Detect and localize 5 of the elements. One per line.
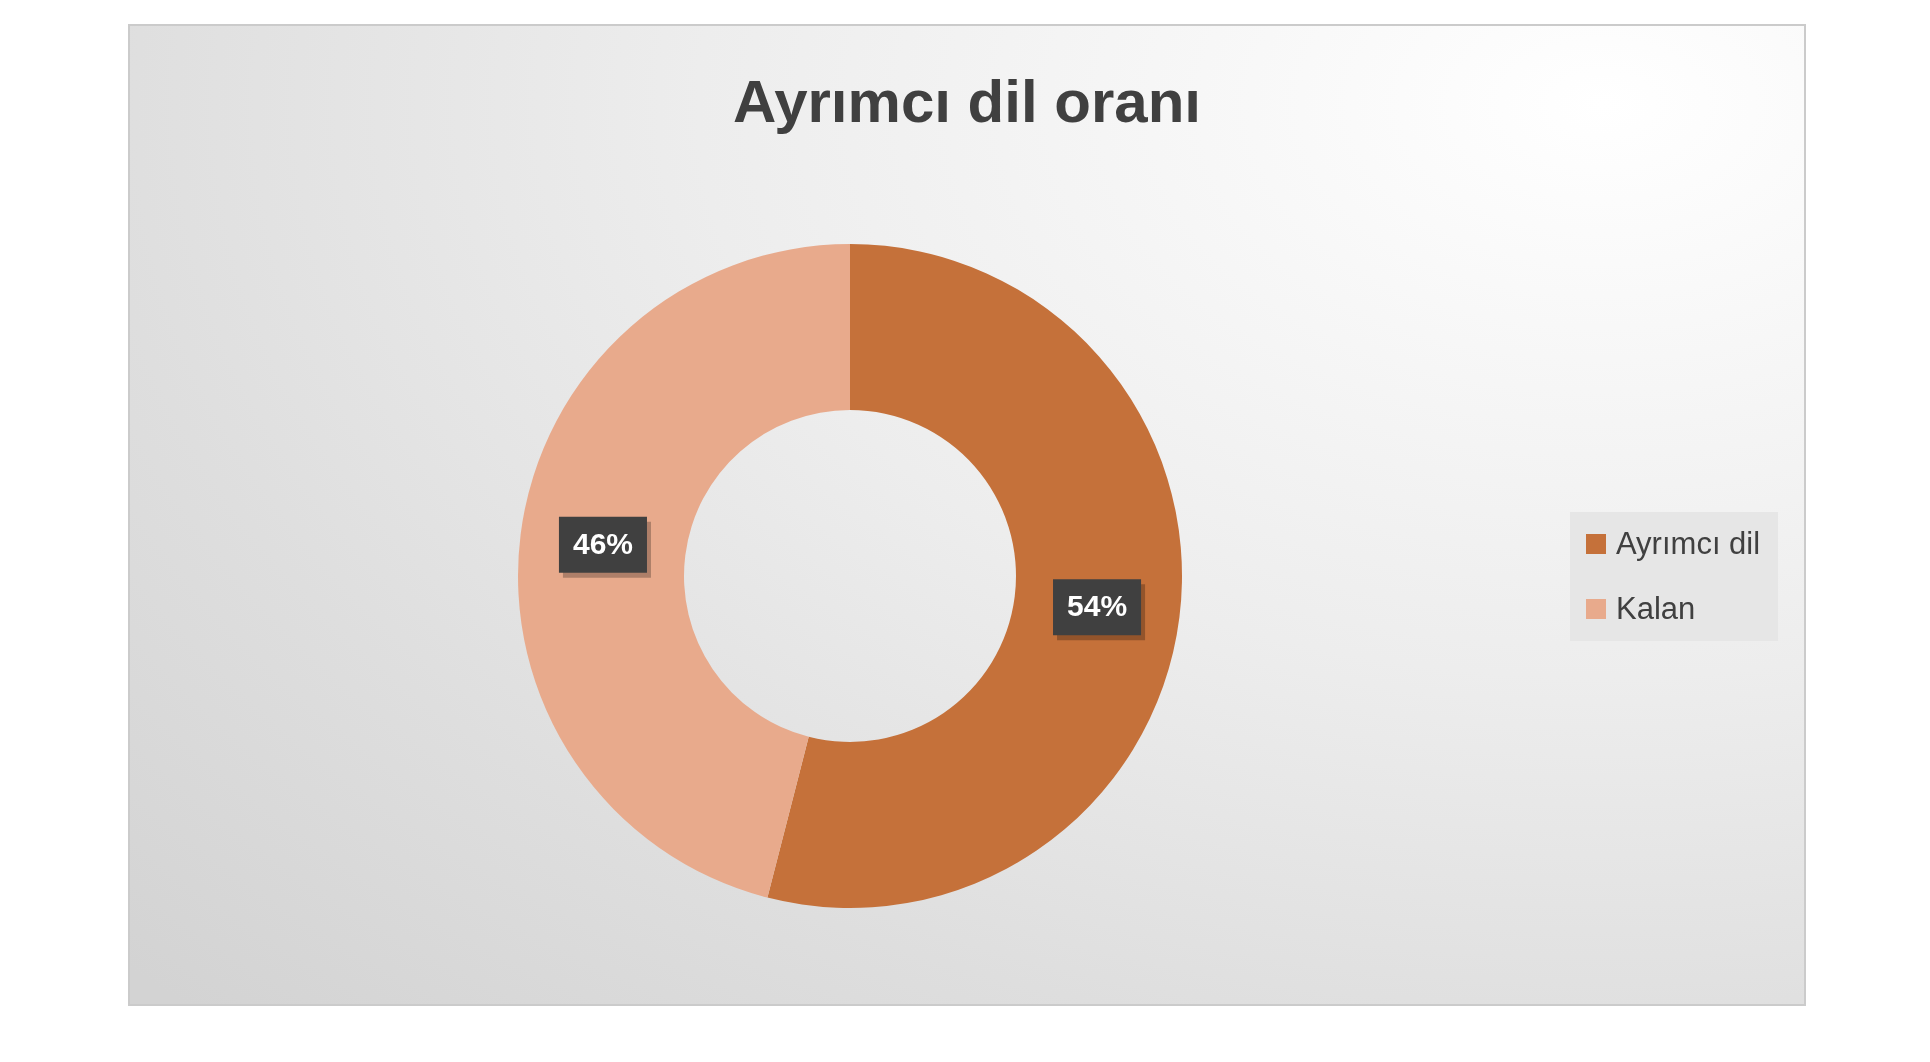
legend-label: Ayrımcı dil <box>1616 526 1761 562</box>
data-label: 54% <box>1067 589 1128 623</box>
chart-title: Ayrımcı dil oranı <box>732 67 1202 137</box>
data-label: 46% <box>572 527 633 561</box>
legend-label: Kalan <box>1616 591 1696 627</box>
